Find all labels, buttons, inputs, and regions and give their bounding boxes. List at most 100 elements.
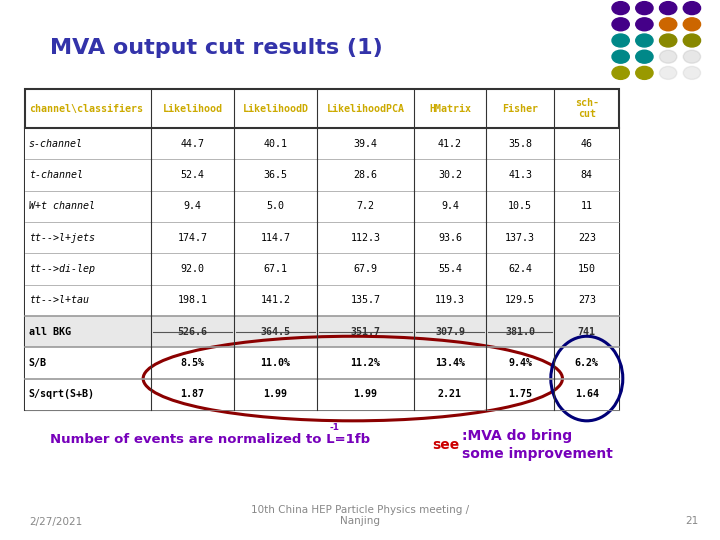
Text: MVA output cut results (1): MVA output cut results (1) xyxy=(50,38,383,58)
Text: 307.9: 307.9 xyxy=(435,327,465,336)
Text: 5.0: 5.0 xyxy=(266,201,284,211)
Text: LikelihoodPCA: LikelihoodPCA xyxy=(326,104,405,113)
Text: 44.7: 44.7 xyxy=(181,139,204,148)
Text: 2.21: 2.21 xyxy=(438,389,462,399)
Text: S/sqrt(S+B): S/sqrt(S+B) xyxy=(29,389,95,399)
Text: see: see xyxy=(432,438,459,452)
Text: 741: 741 xyxy=(577,327,596,336)
Circle shape xyxy=(636,50,653,63)
Circle shape xyxy=(660,50,677,63)
Text: tt-->l+tau: tt-->l+tau xyxy=(29,295,89,305)
Text: 114.7: 114.7 xyxy=(261,233,290,242)
Text: 351.7: 351.7 xyxy=(351,327,380,336)
Text: 46: 46 xyxy=(581,139,593,148)
Circle shape xyxy=(636,34,653,47)
Text: 11: 11 xyxy=(581,201,593,211)
Text: 2/27/2021: 2/27/2021 xyxy=(29,516,82,526)
Text: 62.4: 62.4 xyxy=(508,264,532,274)
Text: 6.2%: 6.2% xyxy=(575,358,599,368)
Circle shape xyxy=(660,66,677,79)
Text: 41.2: 41.2 xyxy=(438,139,462,148)
Bar xyxy=(25,285,619,316)
Circle shape xyxy=(683,18,701,31)
Text: 41.3: 41.3 xyxy=(508,170,532,180)
Text: 1.99: 1.99 xyxy=(264,389,287,399)
Bar xyxy=(25,191,619,222)
Circle shape xyxy=(612,18,629,31)
Bar xyxy=(25,128,619,159)
Text: 135.7: 135.7 xyxy=(351,295,380,305)
Text: 223: 223 xyxy=(577,233,596,242)
Circle shape xyxy=(636,18,653,31)
Circle shape xyxy=(660,2,677,15)
Text: 40.1: 40.1 xyxy=(264,139,287,148)
Text: all BKG: all BKG xyxy=(29,327,71,336)
Text: W+t channel: W+t channel xyxy=(29,201,95,211)
Circle shape xyxy=(683,2,701,15)
Text: 30.2: 30.2 xyxy=(438,170,462,180)
Text: 9.4: 9.4 xyxy=(441,201,459,211)
Text: 8.5%: 8.5% xyxy=(181,358,204,368)
Circle shape xyxy=(683,34,701,47)
Text: HMatrix: HMatrix xyxy=(429,104,471,113)
Circle shape xyxy=(683,50,701,63)
Text: S/B: S/B xyxy=(29,358,47,368)
Text: 10th China HEP Particle Physics meeting /
Nanjing: 10th China HEP Particle Physics meeting … xyxy=(251,505,469,526)
Circle shape xyxy=(612,50,629,63)
Text: 1.75: 1.75 xyxy=(508,389,532,399)
Text: 273: 273 xyxy=(577,295,596,305)
Circle shape xyxy=(612,66,629,79)
Text: 28.6: 28.6 xyxy=(354,170,377,180)
Text: 10.5: 10.5 xyxy=(508,201,532,211)
Text: 67.1: 67.1 xyxy=(264,264,287,274)
Text: Number of events are normalized to L=1fb: Number of events are normalized to L=1fb xyxy=(50,433,371,446)
Text: 52.4: 52.4 xyxy=(181,170,204,180)
Text: 11.0%: 11.0% xyxy=(261,358,290,368)
Text: tt-->di-lep: tt-->di-lep xyxy=(29,264,95,274)
Text: sch-
cut: sch- cut xyxy=(575,98,599,119)
Text: 7.2: 7.2 xyxy=(356,201,374,211)
Text: 21: 21 xyxy=(685,516,698,526)
Text: 9.4%: 9.4% xyxy=(508,358,532,368)
Text: 1.87: 1.87 xyxy=(181,389,204,399)
Bar xyxy=(25,347,619,379)
Text: 9.4: 9.4 xyxy=(184,201,202,211)
Text: 119.3: 119.3 xyxy=(435,295,465,305)
Text: :MVA do bring
some improvement: :MVA do bring some improvement xyxy=(462,429,613,461)
Text: t-channel: t-channel xyxy=(29,170,83,180)
Text: 137.3: 137.3 xyxy=(505,233,535,242)
Text: 13.4%: 13.4% xyxy=(435,358,465,368)
Bar xyxy=(25,316,619,347)
Text: s-channel: s-channel xyxy=(29,139,83,148)
Text: 1.99: 1.99 xyxy=(354,389,377,399)
Text: Likelihood: Likelihood xyxy=(163,104,222,113)
Bar xyxy=(25,253,619,285)
Text: Fisher: Fisher xyxy=(502,104,538,113)
Circle shape xyxy=(636,66,653,79)
Text: LikelihoodD: LikelihoodD xyxy=(243,104,308,113)
Circle shape xyxy=(683,66,701,79)
Bar xyxy=(25,379,619,410)
Text: 364.5: 364.5 xyxy=(261,327,290,336)
Text: 67.9: 67.9 xyxy=(354,264,377,274)
Text: 112.3: 112.3 xyxy=(351,233,380,242)
Circle shape xyxy=(612,2,629,15)
Text: 55.4: 55.4 xyxy=(438,264,462,274)
Text: 93.6: 93.6 xyxy=(438,233,462,242)
Text: tt-->l+jets: tt-->l+jets xyxy=(29,233,95,242)
Circle shape xyxy=(612,34,629,47)
Text: 1.64: 1.64 xyxy=(575,389,599,399)
Text: 129.5: 129.5 xyxy=(505,295,535,305)
Bar xyxy=(25,159,619,191)
Circle shape xyxy=(660,34,677,47)
Bar xyxy=(25,222,619,253)
Text: 92.0: 92.0 xyxy=(181,264,204,274)
Text: 11.2%: 11.2% xyxy=(351,358,380,368)
Text: 36.5: 36.5 xyxy=(264,170,287,180)
Text: 381.0: 381.0 xyxy=(505,327,535,336)
Text: 35.8: 35.8 xyxy=(508,139,532,148)
Text: 150: 150 xyxy=(577,264,596,274)
Text: 526.6: 526.6 xyxy=(178,327,207,336)
Text: 39.4: 39.4 xyxy=(354,139,377,148)
Circle shape xyxy=(660,18,677,31)
